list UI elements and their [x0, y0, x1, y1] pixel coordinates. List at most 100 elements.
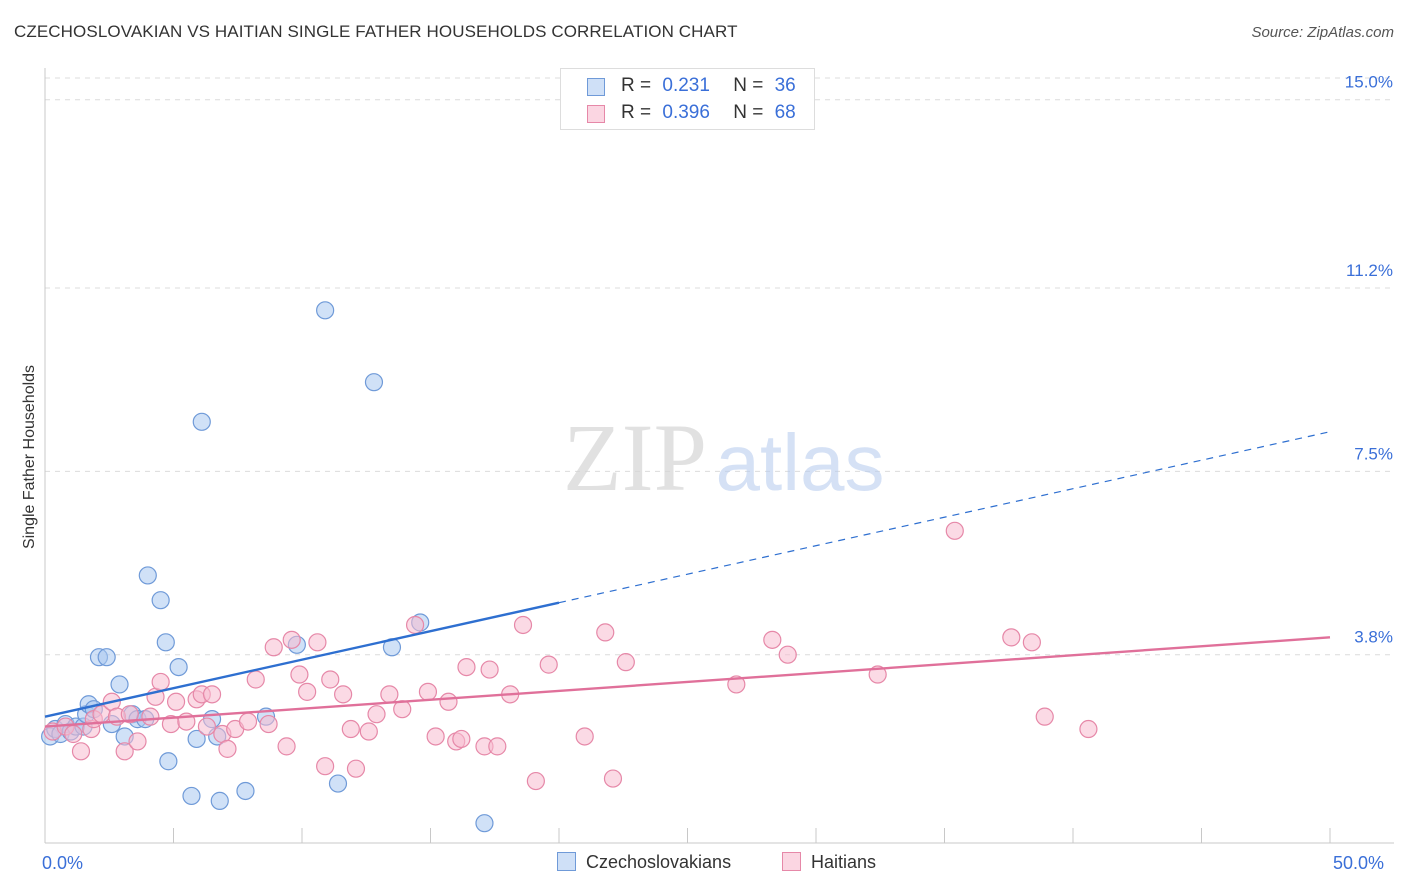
haitian-point: [418, 682, 438, 701]
haitian-point: [426, 727, 445, 746]
source-label: Source: ZipAtlas.com: [1251, 24, 1394, 41]
y-tick-label: 15.0%: [1345, 73, 1393, 92]
haitian-trend-line: [44, 636, 1331, 728]
haitian-point: [480, 660, 499, 679]
haitian-point: [603, 769, 623, 788]
legend-swatch-blue: [587, 78, 605, 96]
haitian-point: [334, 685, 353, 704]
haitian-point: [439, 692, 458, 711]
haitian-point: [64, 724, 83, 744]
czechoslovakian-point: [475, 814, 494, 833]
haitian-point: [264, 638, 283, 657]
haitian-point: [1079, 719, 1098, 739]
haitian-point: [321, 670, 340, 689]
haitian-point: [367, 705, 386, 724]
chart-title: CZECHOSLOVAKIAN VS HAITIAN SINGLE FATHER…: [14, 22, 738, 41]
haitian-point: [945, 521, 964, 540]
data-points: [41, 301, 1098, 833]
haitian-point: [290, 665, 309, 684]
czechoslovakian-point: [210, 791, 229, 810]
haitian-point: [868, 665, 887, 684]
x-axis-min-label: 0.0%: [42, 853, 84, 873]
haitian-point: [457, 657, 476, 677]
czechoslovakian-point: [364, 373, 384, 392]
haitian-point: [238, 712, 258, 731]
haitian-point: [259, 714, 278, 734]
haitian-point: [166, 692, 186, 711]
czechoslovakian-trend-line: [44, 601, 560, 718]
haitian-point: [778, 645, 797, 664]
bottom-legend-swatch-blue: [557, 852, 576, 871]
trend-lines: [44, 431, 1331, 728]
haitian-point: [277, 737, 296, 756]
czechoslovakian-point: [156, 633, 175, 652]
legend-r-label: R =: [621, 102, 652, 123]
haitian-point: [282, 630, 301, 649]
haitian-point: [763, 630, 782, 649]
y-tick-label: 3.8%: [1354, 628, 1393, 647]
legend-n-label: N =: [733, 102, 764, 123]
czechoslovakian-trend-line-extension: [558, 431, 1331, 604]
axes: [44, 68, 1394, 844]
haitian-point: [308, 633, 327, 652]
legend-n-label: N =: [733, 75, 764, 96]
legend-n-value: 68: [774, 102, 796, 123]
haitian-point: [616, 653, 635, 672]
czechoslovakian-point: [328, 774, 348, 793]
haitian-point: [197, 717, 217, 736]
haitian-point: [513, 615, 533, 635]
czechoslovakian-point: [110, 675, 129, 694]
y-tick-labels: 3.8% 7.5% 11.2% 15.0%: [1345, 73, 1393, 647]
haitian-point: [218, 739, 237, 758]
haitian-point: [346, 759, 366, 778]
haitian-point: [71, 742, 91, 761]
haitian-point: [115, 742, 134, 761]
haitian-point: [405, 615, 425, 635]
y-tick-label: 11.2%: [1346, 261, 1393, 280]
haitian-point: [202, 685, 222, 704]
y-tick-label: 7.5%: [1354, 444, 1393, 463]
czechoslovakian-point: [138, 566, 157, 585]
haitian-point: [359, 722, 378, 741]
bottom-legend-label: Haitians: [811, 852, 877, 872]
czechoslovakian-point: [192, 412, 211, 431]
czechoslovakian-point: [316, 301, 335, 320]
haitian-point: [316, 757, 335, 776]
czechoslovakian-point: [151, 591, 170, 610]
haitian-point: [727, 675, 746, 694]
haitian-point: [246, 670, 265, 689]
czechoslovakian-point: [182, 786, 201, 806]
haitian-point: [539, 655, 558, 674]
bottom-legend-haitians: Haitians: [782, 852, 876, 873]
haitian-point: [341, 719, 360, 739]
haitian-point: [575, 727, 594, 746]
haitian-point: [596, 623, 615, 642]
haitian-point: [526, 771, 545, 791]
bottom-legend-czechoslovakians: Czechoslovakians: [557, 852, 731, 873]
legend-r-label: R =: [621, 75, 652, 96]
haitian-point: [1002, 628, 1021, 647]
czechoslovakian-point: [236, 781, 255, 801]
haitian-point: [151, 672, 170, 692]
legend-r-value: 0.396: [662, 102, 710, 123]
haitian-point: [380, 685, 399, 704]
haitian-point: [488, 737, 507, 756]
haitian-point: [1022, 633, 1041, 652]
watermark-atlas: atlas: [716, 418, 885, 507]
bottom-legend-swatch-pink: [782, 852, 801, 871]
gridlines: [45, 77, 1394, 656]
czechoslovakian-point: [159, 752, 178, 771]
czechoslovakian-point: [169, 657, 188, 677]
watermark-zip: ZIP: [563, 404, 707, 511]
haitian-point: [120, 705, 139, 724]
haitian-point: [1035, 707, 1054, 726]
czechoslovakian-point: [187, 729, 206, 749]
legend-swatch-pink: [587, 105, 605, 123]
haitian-point: [128, 732, 147, 751]
haitian-point: [298, 682, 317, 701]
haitian-point: [141, 707, 160, 726]
x-axis-max-label: 50.0%: [1333, 853, 1385, 873]
legend-n-value: 36: [774, 75, 796, 96]
stats-legend: R = 0.231 N = 36 R = 0.396 N = 68: [560, 68, 815, 130]
